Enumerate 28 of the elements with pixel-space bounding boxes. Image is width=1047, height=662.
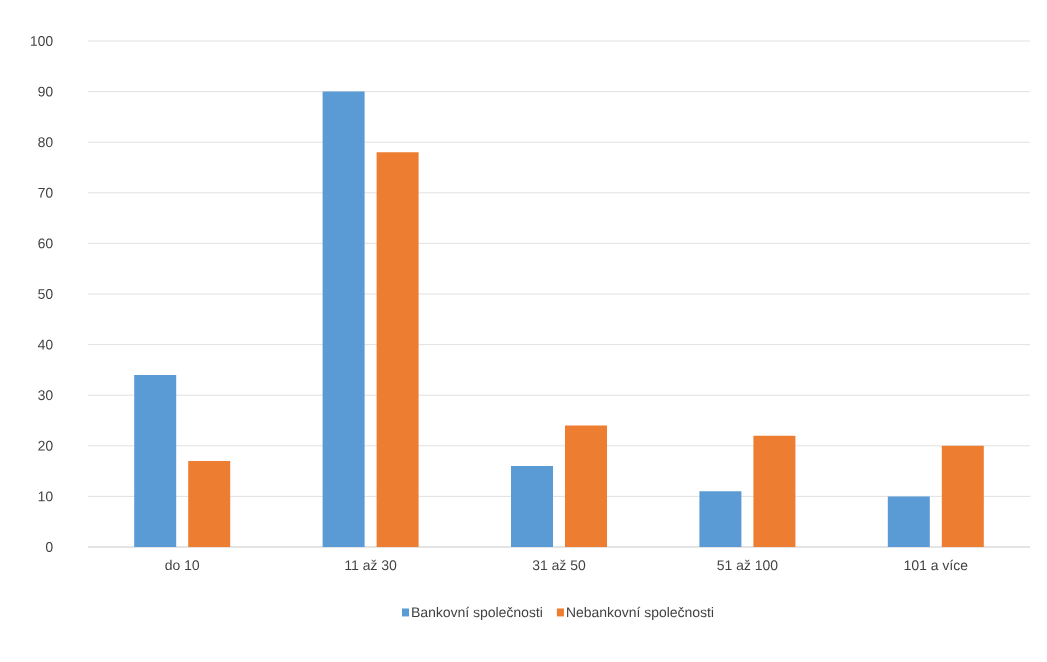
x-tick-label: 51 až 100 — [717, 559, 778, 571]
y-tick-label: 60 — [38, 238, 53, 249]
legend-label: Nebankovní společnosti — [567, 606, 714, 620]
y-tick-label: 100 — [30, 36, 53, 46]
y-tick-label: 20 — [38, 440, 53, 451]
bar — [887, 496, 930, 547]
bar — [699, 491, 742, 547]
y-tick-label: 40 — [37, 339, 53, 350]
x-tick-label: 31 až 50 — [532, 559, 586, 571]
bar — [511, 466, 553, 547]
y-tick-label: 50 — [38, 289, 53, 299]
bar — [941, 445, 984, 547]
x-tick-label: 11 až 30 — [345, 559, 397, 571]
y-tick-label: 90 — [38, 86, 53, 97]
bar — [753, 435, 796, 547]
y-tick-label: 10 — [38, 491, 53, 502]
bar — [322, 91, 365, 547]
legend-label: Bankovní společnosti — [412, 606, 542, 620]
y-tick-label: 80 — [38, 137, 53, 148]
bar — [376, 152, 419, 547]
bar — [188, 460, 231, 547]
bar — [134, 374, 177, 547]
y-tick-label: 0 — [45, 542, 53, 552]
y-tick-label: 30 — [38, 390, 53, 401]
y-tick-label: 70 — [38, 187, 53, 198]
x-tick-label: do 10 — [165, 559, 200, 571]
x-tick-label: 101 a více — [904, 559, 968, 571]
bar — [565, 425, 607, 547]
